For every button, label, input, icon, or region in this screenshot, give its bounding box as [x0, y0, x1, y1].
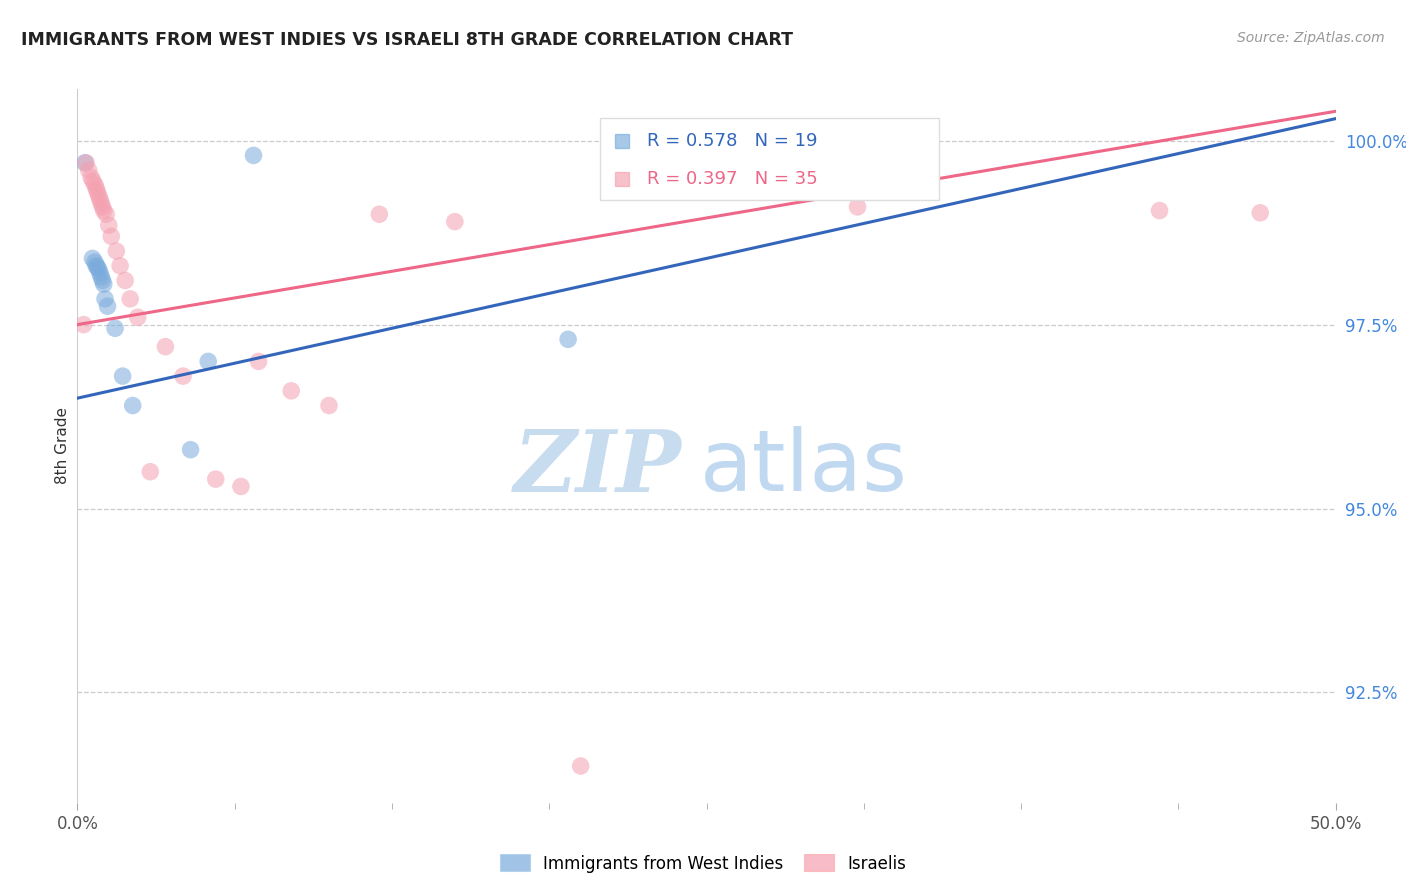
Point: [155, 340, 177, 354]
Point: [368, 207, 391, 221]
Text: ZIP: ZIP: [513, 425, 682, 509]
Point: [77, 163, 100, 178]
Text: R = 0.397   N = 35: R = 0.397 N = 35: [647, 170, 818, 188]
Point: [111, 369, 134, 384]
Point: [204, 472, 226, 486]
Point: [93, 277, 115, 292]
Point: [96, 299, 118, 313]
Point: [104, 321, 127, 335]
Point: [242, 148, 264, 162]
Point: [90, 196, 112, 211]
Point: [846, 200, 869, 214]
Point: [569, 759, 592, 773]
Point: [86, 185, 108, 199]
Point: [127, 310, 149, 325]
Point: [86, 260, 108, 275]
Point: [75, 155, 97, 169]
Point: [247, 354, 270, 368]
Point: [97, 219, 120, 233]
Point: [318, 399, 340, 413]
Point: [172, 369, 194, 384]
Point: [197, 354, 219, 368]
Text: IMMIGRANTS FROM WEST INDIES VS ISRAELI 8TH GRADE CORRELATION CHART: IMMIGRANTS FROM WEST INDIES VS ISRAELI 8…: [21, 31, 793, 49]
Point: [280, 384, 302, 398]
Point: [114, 273, 136, 287]
Point: [91, 273, 114, 287]
Text: Source: ZipAtlas.com: Source: ZipAtlas.com: [1237, 31, 1385, 45]
Point: [87, 262, 110, 277]
Point: [87, 189, 110, 203]
Point: [105, 244, 128, 258]
Point: [229, 479, 252, 493]
Point: [82, 252, 104, 266]
Point: [120, 292, 142, 306]
Point: [80, 170, 103, 185]
Point: [1149, 203, 1171, 218]
Point: [100, 229, 122, 244]
Point: [1249, 206, 1271, 220]
Point: [93, 203, 115, 218]
FancyBboxPatch shape: [599, 118, 939, 200]
Legend: Immigrants from West Indies, Israelis: Immigrants from West Indies, Israelis: [494, 847, 912, 880]
Y-axis label: 8th Grade: 8th Grade: [55, 408, 70, 484]
Point: [180, 442, 202, 457]
Point: [72, 318, 94, 332]
Point: [84, 255, 107, 269]
Point: [84, 178, 107, 192]
Point: [73, 155, 96, 169]
Point: [96, 207, 118, 221]
Point: [84, 259, 107, 273]
Point: [89, 193, 111, 207]
Point: [139, 465, 162, 479]
Point: [90, 269, 112, 284]
Point: [91, 200, 114, 214]
Point: [82, 174, 104, 188]
Point: [444, 214, 467, 228]
Point: [108, 259, 131, 273]
Text: R = 0.578   N = 19: R = 0.578 N = 19: [647, 132, 818, 150]
Text: atlas: atlas: [700, 425, 908, 509]
Point: [89, 266, 111, 280]
Point: [557, 332, 579, 346]
Point: [121, 399, 143, 413]
Point: [84, 181, 107, 195]
Point: [94, 292, 117, 306]
